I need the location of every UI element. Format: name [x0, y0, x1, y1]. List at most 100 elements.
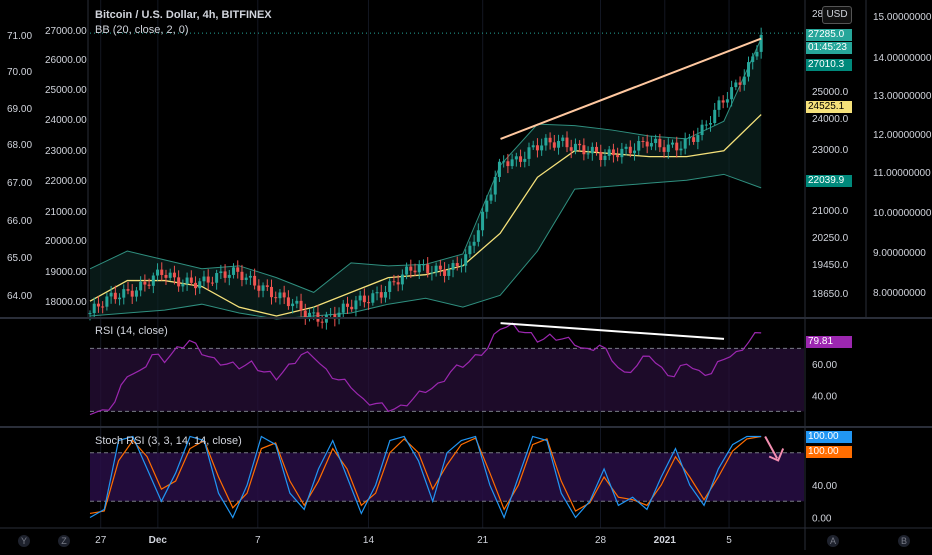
- chart-title: Bitcoin / U.S. Dollar, 4h, BITFINEX: [95, 9, 272, 21]
- candle-body: [624, 146, 628, 149]
- x-tick: 21: [477, 535, 489, 546]
- candle-body: [603, 155, 607, 161]
- price-tick-right: 25000.0: [812, 87, 849, 98]
- candle-body: [375, 292, 379, 294]
- candle-body: [147, 284, 151, 286]
- candle-body: [362, 295, 366, 303]
- candle-body: [557, 140, 561, 148]
- x-tick: 27: [95, 535, 107, 546]
- candle-body: [261, 285, 265, 291]
- outer-left-tick: 65.00: [7, 253, 32, 264]
- candle-body: [202, 276, 206, 282]
- candle-body: [134, 290, 138, 297]
- candle-body: [578, 143, 582, 146]
- candle-body: [405, 266, 409, 275]
- candle-body: [118, 297, 122, 300]
- price-tick-right: 19450.0: [812, 260, 849, 271]
- candle-body: [185, 277, 189, 284]
- candle-body: [240, 271, 244, 281]
- candle-body: [430, 272, 434, 274]
- candle-body: [270, 286, 274, 298]
- candle-body: [156, 269, 160, 276]
- candle-body: [413, 270, 417, 273]
- candle-body: [759, 34, 763, 52]
- candle-body: [367, 302, 371, 304]
- candle-body: [713, 109, 717, 124]
- stoch-tick: 0.00: [812, 514, 832, 525]
- x-tick: 7: [255, 535, 261, 546]
- rsi-tick: 60.00: [812, 360, 837, 371]
- candle-body: [160, 269, 164, 275]
- candle-body: [649, 143, 653, 147]
- candle-body: [540, 145, 544, 151]
- candle-body: [236, 267, 240, 272]
- candle-body: [548, 137, 552, 143]
- candle-body: [101, 306, 105, 308]
- candle-body: [210, 282, 214, 284]
- candle-body: [607, 149, 611, 156]
- candle-body: [354, 300, 358, 310]
- outer-left-tick: 68.00: [7, 140, 32, 151]
- candle-body: [253, 275, 257, 286]
- bb-legend[interactable]: BB (20, close, 2, 0): [95, 24, 189, 36]
- candle-body: [611, 149, 615, 156]
- price-trendline: [500, 37, 762, 140]
- x-tick: 2021: [654, 535, 677, 546]
- far-right-tick: 10.00000000: [873, 208, 932, 219]
- far-right-tick: 9.00000000: [873, 248, 926, 259]
- candle-body: [443, 269, 447, 276]
- stoch-rsi-legend[interactable]: Stoch RSI (3, 3, 14, 14, close): [95, 435, 242, 447]
- candle-body: [417, 264, 421, 273]
- candle-body: [506, 161, 510, 167]
- bb-basis-line: [89, 114, 762, 317]
- candle-body: [282, 292, 286, 298]
- currency-button[interactable]: USD: [822, 6, 852, 24]
- price-tick-left: 22000.00: [45, 176, 87, 187]
- candle-body: [392, 281, 396, 283]
- candle-body: [126, 289, 130, 291]
- candle-body: [755, 51, 759, 57]
- price-tick-left: 25000.00: [45, 85, 87, 96]
- candle-body: [561, 137, 565, 141]
- candle-body: [438, 265, 442, 270]
- down-arrow-head: [768, 448, 785, 462]
- candle-body: [143, 281, 147, 285]
- b-icon[interactable]: B: [898, 535, 910, 547]
- far-right-tick: 12.00000000: [873, 130, 932, 141]
- outer-left-tick: 70.00: [7, 67, 32, 78]
- candle-body: [105, 296, 109, 307]
- candle-body: [531, 145, 535, 148]
- y-icon[interactable]: Y: [18, 535, 30, 547]
- candle-body: [312, 312, 316, 314]
- candle-body: [88, 313, 92, 315]
- candle-body: [620, 148, 624, 158]
- far-right-tick: 14.00000000: [873, 53, 932, 64]
- candle-body: [687, 137, 691, 139]
- candle-body: [232, 267, 236, 275]
- stoch-k-badge: 100.00: [806, 431, 852, 443]
- candle-body: [257, 285, 261, 291]
- countdown-badge: 01:45:23: [806, 42, 852, 54]
- candle-body: [637, 140, 641, 151]
- candle-body: [510, 159, 514, 167]
- rsi-legend[interactable]: RSI (14, close): [95, 325, 168, 337]
- candle-body: [451, 263, 455, 270]
- candle-body: [746, 62, 750, 77]
- candle-body: [493, 176, 497, 195]
- rsi-trendline: [500, 322, 725, 340]
- candle-body: [679, 148, 683, 151]
- x-tick: 28: [595, 535, 607, 546]
- candle-body: [468, 245, 472, 255]
- price-last-badge: 27285.0: [806, 29, 852, 41]
- candle-body: [590, 146, 594, 154]
- price-tick-left: 23000.00: [45, 146, 87, 157]
- candle-body: [641, 140, 645, 142]
- candle-body: [472, 241, 476, 246]
- z-icon[interactable]: Z: [58, 535, 70, 547]
- a-icon[interactable]: A: [827, 535, 839, 547]
- candle-body: [658, 138, 662, 148]
- candle-body: [527, 147, 531, 159]
- candle-body: [426, 264, 430, 274]
- candle-body: [476, 230, 480, 242]
